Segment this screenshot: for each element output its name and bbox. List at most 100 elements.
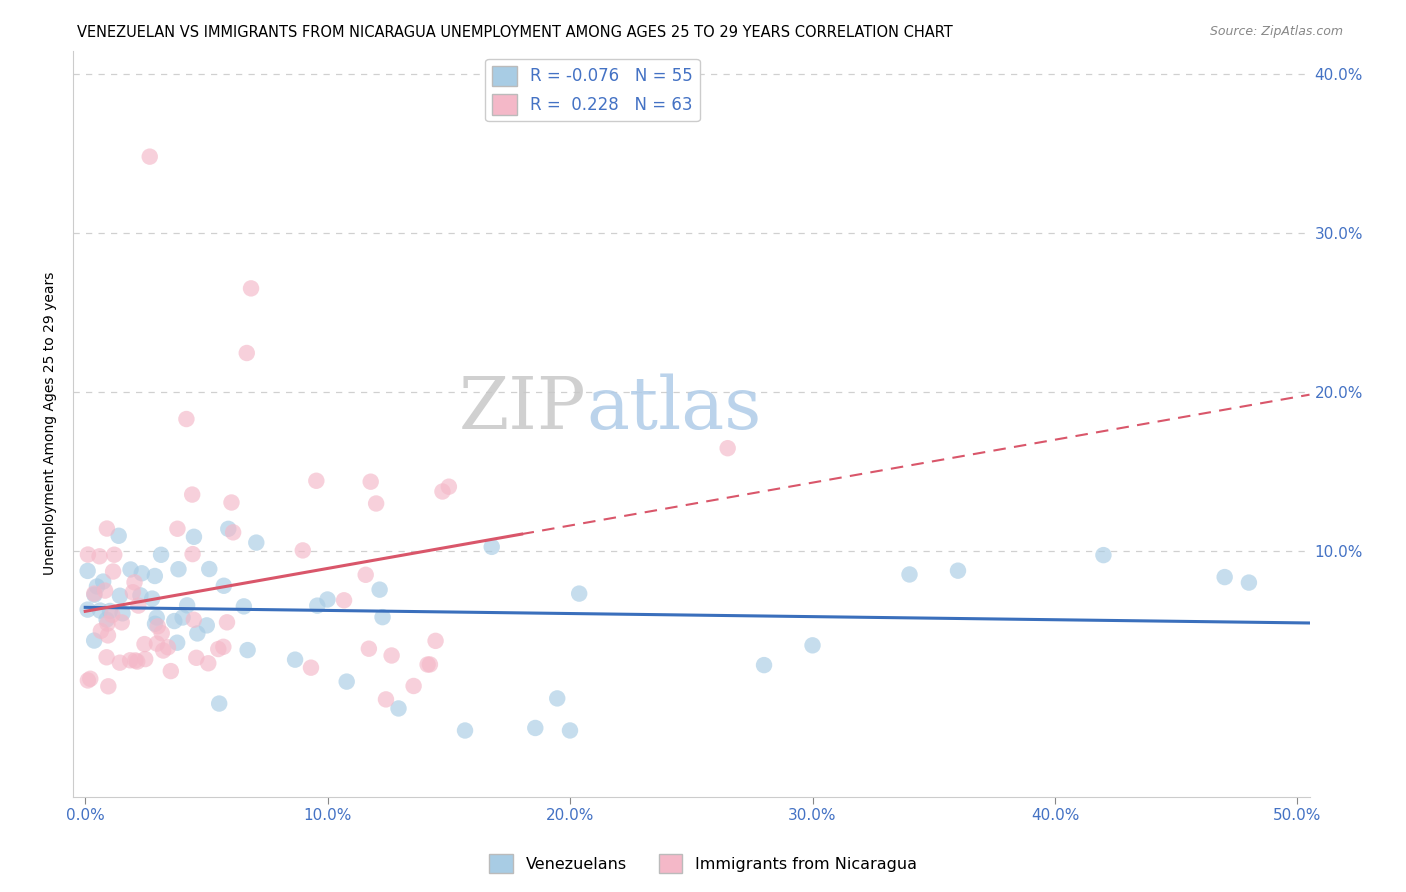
Point xyxy=(801,638,824,652)
Point xyxy=(946,564,969,578)
Point xyxy=(122,585,145,599)
Point xyxy=(108,589,131,603)
Point xyxy=(83,586,105,600)
Point xyxy=(127,599,149,613)
Point xyxy=(120,562,142,576)
Point xyxy=(150,626,173,640)
Point xyxy=(83,633,105,648)
Text: atlas: atlas xyxy=(586,374,762,444)
Point xyxy=(101,607,124,622)
Point xyxy=(236,346,259,360)
Point xyxy=(371,610,394,624)
Point xyxy=(181,487,204,501)
Point xyxy=(195,618,218,632)
Point xyxy=(83,588,105,602)
Point xyxy=(336,674,359,689)
Point xyxy=(186,626,208,640)
Point xyxy=(167,562,190,576)
Point xyxy=(568,586,591,600)
Point xyxy=(176,412,198,426)
Point xyxy=(89,603,111,617)
Point xyxy=(108,656,131,670)
Point xyxy=(141,591,163,606)
Point xyxy=(111,607,134,621)
Point xyxy=(1237,575,1260,590)
Point xyxy=(152,643,174,657)
Point xyxy=(208,697,231,711)
Point xyxy=(96,613,118,627)
Point xyxy=(86,580,108,594)
Point xyxy=(284,653,307,667)
Point xyxy=(127,655,149,669)
Point xyxy=(221,495,243,509)
Point xyxy=(96,650,118,665)
Point xyxy=(159,664,181,678)
Point xyxy=(197,657,219,671)
Point xyxy=(129,588,152,602)
Point xyxy=(98,604,121,618)
Point xyxy=(198,562,221,576)
Point xyxy=(354,567,377,582)
Point xyxy=(546,691,568,706)
Point xyxy=(368,582,391,597)
Point xyxy=(94,583,117,598)
Point xyxy=(245,535,267,549)
Point xyxy=(316,592,339,607)
Point xyxy=(333,593,356,607)
Point xyxy=(76,673,98,688)
Point xyxy=(454,723,477,738)
Point xyxy=(146,637,169,651)
Point xyxy=(138,150,160,164)
Point xyxy=(232,599,254,614)
Point xyxy=(357,641,380,656)
Point xyxy=(717,441,740,455)
Point xyxy=(101,565,124,579)
Point xyxy=(524,721,547,735)
Point xyxy=(186,650,208,665)
Point xyxy=(103,548,125,562)
Point xyxy=(124,575,146,590)
Legend: R = -0.076   N = 55, R =  0.228   N = 63: R = -0.076 N = 55, R = 0.228 N = 63 xyxy=(485,59,700,121)
Point xyxy=(124,653,146,667)
Point xyxy=(166,636,188,650)
Point xyxy=(222,525,245,540)
Point xyxy=(299,661,322,675)
Point xyxy=(163,614,186,628)
Point xyxy=(402,679,425,693)
Point xyxy=(120,653,142,667)
Point xyxy=(79,672,101,686)
Text: ZIP: ZIP xyxy=(458,374,586,444)
Point xyxy=(145,610,167,624)
Y-axis label: Unemployment Among Ages 25 to 29 years: Unemployment Among Ages 25 to 29 years xyxy=(44,272,58,575)
Point xyxy=(898,567,921,582)
Point xyxy=(183,530,205,544)
Point xyxy=(425,633,447,648)
Point xyxy=(143,569,166,583)
Point xyxy=(131,566,153,581)
Point xyxy=(77,548,100,562)
Point xyxy=(212,640,235,654)
Point xyxy=(90,624,112,638)
Point xyxy=(215,615,238,630)
Legend: Venezuelans, Immigrants from Nicaragua: Venezuelans, Immigrants from Nicaragua xyxy=(482,847,924,880)
Point xyxy=(143,616,166,631)
Point xyxy=(481,540,503,554)
Point xyxy=(134,637,156,651)
Point xyxy=(381,648,404,663)
Point xyxy=(107,529,129,543)
Point xyxy=(134,652,156,666)
Point xyxy=(366,496,388,510)
Point xyxy=(375,692,398,706)
Text: Source: ZipAtlas.com: Source: ZipAtlas.com xyxy=(1209,25,1343,38)
Point xyxy=(419,657,441,672)
Point xyxy=(172,610,194,624)
Point xyxy=(437,480,460,494)
Point xyxy=(207,642,229,657)
Text: VENEZUELAN VS IMMIGRANTS FROM NICARAGUA UNEMPLOYMENT AMONG AGES 25 TO 29 YEARS C: VENEZUELAN VS IMMIGRANTS FROM NICARAGUA … xyxy=(77,25,953,40)
Point xyxy=(240,281,263,295)
Point xyxy=(166,522,188,536)
Point xyxy=(97,628,120,642)
Point xyxy=(150,548,173,562)
Point xyxy=(183,613,205,627)
Point xyxy=(76,602,98,616)
